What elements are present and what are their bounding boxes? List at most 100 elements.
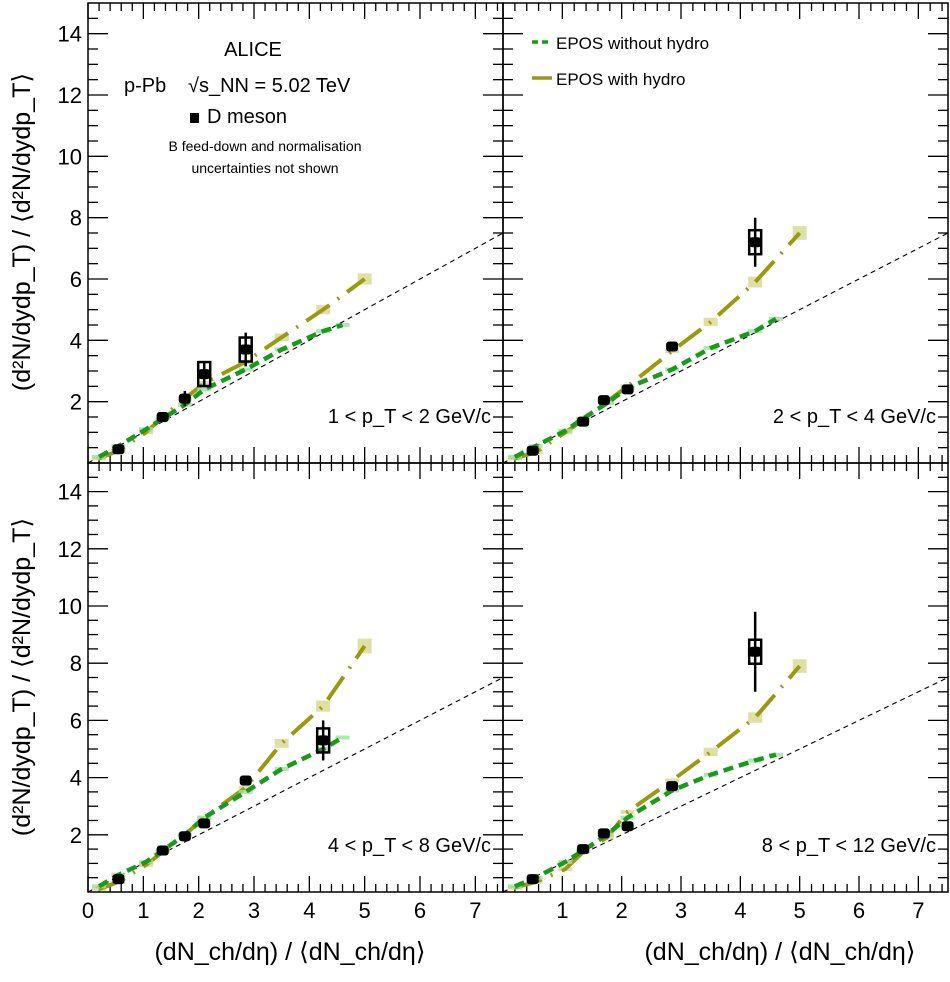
nohydro-band [197,815,212,820]
data-point [621,821,634,832]
x-tick-label: 1 [137,898,149,923]
reference-line [502,677,949,893]
legend-no-hydro-label: EPOS without hydro [556,34,709,53]
data-point [156,412,169,422]
y-axis-label-top: (d²N/dydp_T) / ⟨d²N/dydp_T⟩ [8,73,36,391]
x-tick-label: 2 [193,898,205,923]
legend-hydro-label: EPOS with hydro [556,70,685,89]
pt-range-label: 1 < p_T < 2 GeV/c [328,406,491,428]
pt-range-label: 2 < p_T < 4 GeV/c [773,406,936,428]
y-tick-label: 8 [70,206,82,231]
panel-bottom-right: 1 2 3 4 5 6 7 8 < p_T < 12 GeV/c [502,462,949,923]
data-point [317,735,330,746]
x-tick-label: 0 [82,898,94,923]
y-tick-label: 2 [70,823,82,848]
panel-frame [502,462,949,893]
data-point [597,828,610,839]
nohydro-band [197,387,212,392]
x-tick-label: 2 [616,898,628,923]
y-tick-label: 12 [58,83,82,108]
hydro-band [316,700,331,712]
note-line-2: uncertainties not shown [191,160,338,176]
epos-nohydro-curve [513,316,778,459]
x-tick-label: 4 [303,898,315,923]
epos-nohydro-curve [514,752,777,889]
y-tick-label: 8 [70,651,82,676]
legend-data-marker [190,113,199,123]
epos-hydro-curve [514,664,802,890]
particle-label: D meson [207,106,287,128]
data-point [597,395,610,406]
x-tick-label: 3 [675,898,687,923]
epos-nohydro-curve [97,322,344,459]
x-tick-label: 5 [359,898,371,923]
data-point [239,775,252,786]
data-point [178,393,191,404]
epos-hydro-curve [514,231,802,461]
nohydro-band [238,789,253,794]
x-tick-label: 1 [556,898,568,923]
experiment-label: ALICE [224,39,282,61]
data-point [112,444,125,455]
y-tick-label: 4 [70,766,82,791]
nohydro-band [335,735,350,740]
data-point [239,344,252,355]
data-point [666,341,679,352]
epos-nohydro-curve [97,735,344,889]
energy-label: √s_NN = 5.02 TeV [188,75,351,97]
hydro-band [748,276,763,288]
y-axis-label-bottom: (d²N/dydp_T) / ⟨d²N/dydp_T⟩ [8,518,36,836]
data-point [749,237,762,248]
reference-line [87,232,504,464]
data-point [577,844,590,855]
data-point [198,369,211,380]
reference-line [87,677,504,893]
epos-hydro-curve [98,277,366,461]
pt-range-label: 4 < p_T < 8 GeV/c [328,835,491,857]
nohydro-band [238,367,253,372]
panel-frame [87,462,504,893]
y-tick-label: 12 [58,537,82,562]
data-point [156,845,169,856]
x-axis-label-left: (dN_ch/dη) / ⟨dN_ch/dη⟩ [154,938,425,966]
system-label: p-Pb [124,75,166,97]
data-point [749,646,762,657]
data-point [666,781,679,792]
x-tick-label: 7 [469,898,481,923]
data-point [621,384,634,395]
hydro-band [748,712,763,723]
data-point [526,874,539,885]
y-tick-label: 4 [70,328,82,353]
y-tick-label: 6 [70,267,82,292]
x-tick-label: 4 [734,898,746,923]
data-point [112,874,125,885]
x-tick-label: 5 [794,898,806,923]
hydro-band [703,747,718,757]
hydro-band [665,778,680,783]
note-line-1: B feed-down and normalisation [168,138,361,154]
data-point [577,416,590,427]
x-tick-label: 6 [414,898,426,923]
panel-frame [87,2,504,464]
epos-hydro-curve [98,644,367,892]
y-tick-label: 14 [58,22,82,47]
x-axis-label-right: (dN_ch/dη) / ⟨dN_ch/dη⟩ [644,938,915,966]
x-tick-label: 7 [912,898,924,923]
hydro-band [274,738,289,748]
x-tick-label: 3 [248,898,260,923]
y-tick-label: 2 [70,390,82,415]
y-tick-label: 10 [58,594,82,619]
data-point [178,831,191,842]
panel-top-right: 2 < p_T < 4 GeV/c [502,2,949,464]
hydro-band [238,785,253,790]
y-tick-label: 14 [58,480,82,505]
pt-range-label: 8 < p_T < 12 GeV/c [762,835,936,857]
x-tick-label: 6 [853,898,865,923]
data-point [526,445,539,456]
y-tick-label: 6 [70,708,82,733]
y-tick-label: 10 [58,144,82,169]
data-point [198,818,211,829]
panel-top-left: 2 4 6 8 10 12 14 1 < p_T < 2 GeV/c [58,2,504,464]
